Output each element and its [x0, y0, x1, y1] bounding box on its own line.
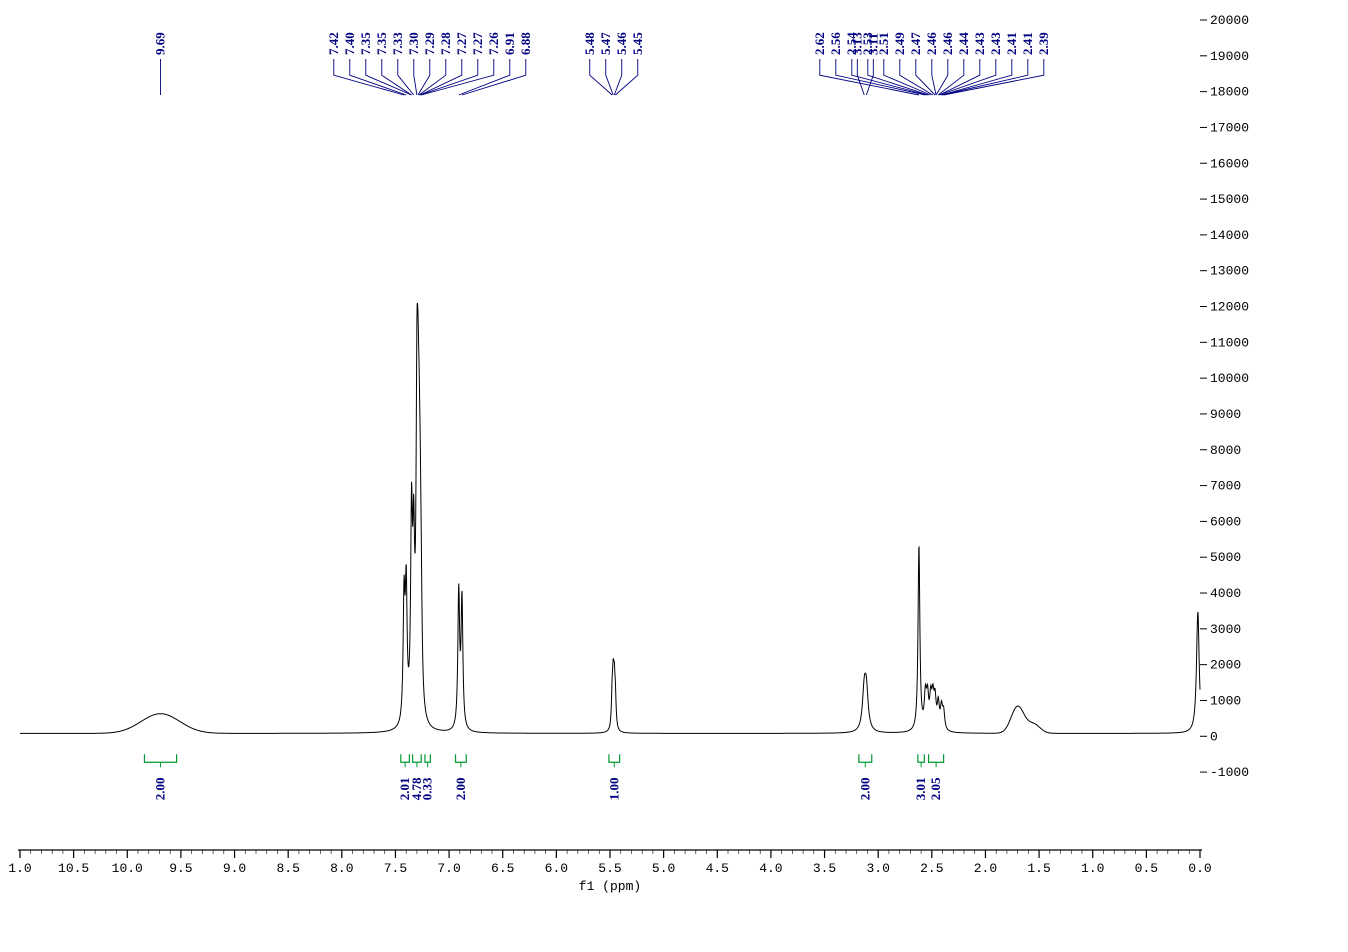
peak-ppm-label: 2.51: [876, 32, 891, 55]
x-tick-label: 9.0: [223, 861, 246, 876]
peak-ppm-label: 7.30: [406, 32, 421, 55]
peak-ppm-label: 2.41: [1020, 32, 1035, 55]
y-tick-label: 6000: [1210, 514, 1241, 529]
y-tick-label: 12000: [1210, 300, 1249, 315]
x-tick-label: 3.5: [813, 861, 836, 876]
y-tick-label: 7000: [1210, 479, 1241, 494]
peak-ppm-label: 2.41: [1004, 32, 1019, 55]
x-tick-label: 10.0: [112, 861, 143, 876]
peak-ppm-label: 5.46: [614, 32, 629, 55]
peak-ppm-label: 2.43: [988, 32, 1003, 55]
peak-ppm-label: 9.69: [153, 32, 168, 55]
x-tick-label: 2.5: [920, 861, 943, 876]
y-tick-label: 9000: [1210, 407, 1241, 422]
x-tick-label: 4.5: [706, 861, 729, 876]
x-tick-label: 2.0: [974, 861, 997, 876]
x-tick-label: 4.0: [759, 861, 782, 876]
peak-ppm-label: 2.46: [924, 32, 939, 55]
peak-ppm-label: 7.29: [422, 32, 437, 55]
x-tick-label: 8.5: [276, 861, 299, 876]
y-tick-label: 14000: [1210, 228, 1249, 243]
peak-ppm-label: 2.44: [956, 32, 971, 55]
peak-ppm-label: 2.53: [860, 32, 875, 55]
peak-ppm-label: 7.40: [342, 32, 357, 55]
y-tick-label: 16000: [1210, 156, 1249, 171]
x-tick-label: 8.0: [330, 861, 353, 876]
x-axis-label: f1 (ppm): [579, 879, 641, 894]
peak-ppm-label: 7.27: [454, 32, 469, 55]
y-tick-label: 1000: [1210, 693, 1241, 708]
x-tick-label: 5.5: [598, 861, 621, 876]
x-tick-label: 1.0: [8, 861, 31, 876]
integral-value-label: 2.00: [453, 778, 468, 801]
x-tick-label: 9.5: [169, 861, 192, 876]
integral-value-label: 2.05: [928, 777, 943, 800]
x-tick-label: 5.0: [652, 861, 675, 876]
y-tick-label: 18000: [1210, 85, 1249, 100]
x-tick-label: 6.0: [545, 861, 568, 876]
x-tick-label: 0.0: [1188, 861, 1211, 876]
peak-ppm-label: 2.47: [908, 32, 923, 55]
integral-value-label: 1.00: [606, 778, 621, 801]
x-tick-label: 7.0: [437, 861, 460, 876]
x-tick-label: 1.5: [1027, 861, 1050, 876]
y-tick-label: 19000: [1210, 49, 1249, 64]
peak-ppm-label: 5.48: [582, 32, 597, 55]
y-tick-label: 17000: [1210, 120, 1249, 135]
peak-ppm-label: 7.35: [374, 32, 389, 55]
peak-ppm-label: 7.28: [438, 32, 453, 55]
x-tick-label: 3.0: [866, 861, 889, 876]
x-tick-label: 6.5: [491, 861, 514, 876]
integral-value-label: 2.00: [857, 778, 872, 801]
peak-ppm-label: 2.46: [940, 32, 955, 55]
x-tick-label: 1.0: [1081, 861, 1104, 876]
y-tick-label: 3000: [1210, 622, 1241, 637]
y-tick-label: 5000: [1210, 550, 1241, 565]
peak-ppm-label: 2.49: [892, 32, 907, 55]
integral-value-label: 3.01: [913, 778, 928, 801]
integral-value-label: 0.33: [420, 777, 435, 800]
y-tick-label: 4000: [1210, 586, 1241, 601]
peak-ppm-label: 5.45: [630, 32, 645, 55]
peak-ppm-label: 7.35: [358, 32, 373, 55]
y-tick-label: 10000: [1210, 371, 1249, 386]
y-tick-label: 11000: [1210, 335, 1249, 350]
integral-value-label: 2.00: [153, 778, 168, 801]
peak-ppm-label: 7.42: [326, 32, 341, 55]
y-tick-label: 2000: [1210, 658, 1241, 673]
peak-ppm-label: 2.39: [1036, 32, 1051, 55]
peak-ppm-label: 6.91: [502, 32, 517, 55]
peak-ppm-label: 6.88: [518, 32, 533, 55]
y-tick-label: 8000: [1210, 443, 1241, 458]
x-tick-label: 7.5: [384, 861, 407, 876]
y-tick-label: 20000: [1210, 13, 1249, 28]
peak-ppm-label: 7.27: [470, 32, 485, 55]
y-tick-label: 15000: [1210, 192, 1249, 207]
peak-ppm-label: 2.62: [812, 32, 827, 55]
peak-ppm-label: 7.33: [390, 32, 405, 55]
peak-ppm-label: 2.43: [972, 32, 987, 55]
y-tick-label: 13000: [1210, 264, 1249, 279]
peak-ppm-label: 2.54: [844, 32, 859, 55]
peak-ppm-label: 7.26: [486, 32, 501, 55]
x-tick-label: 10.5: [58, 861, 89, 876]
y-tick-label: 0: [1210, 729, 1218, 744]
peak-ppm-label: 5.47: [598, 32, 613, 55]
y-tick-label: -1000: [1210, 765, 1249, 780]
x-tick-label: 0.5: [1135, 861, 1158, 876]
peak-ppm-label: 2.56: [828, 32, 843, 55]
nmr-spectrum-plot: 2000019000180001700016000150001400013000…: [0, 0, 1348, 952]
